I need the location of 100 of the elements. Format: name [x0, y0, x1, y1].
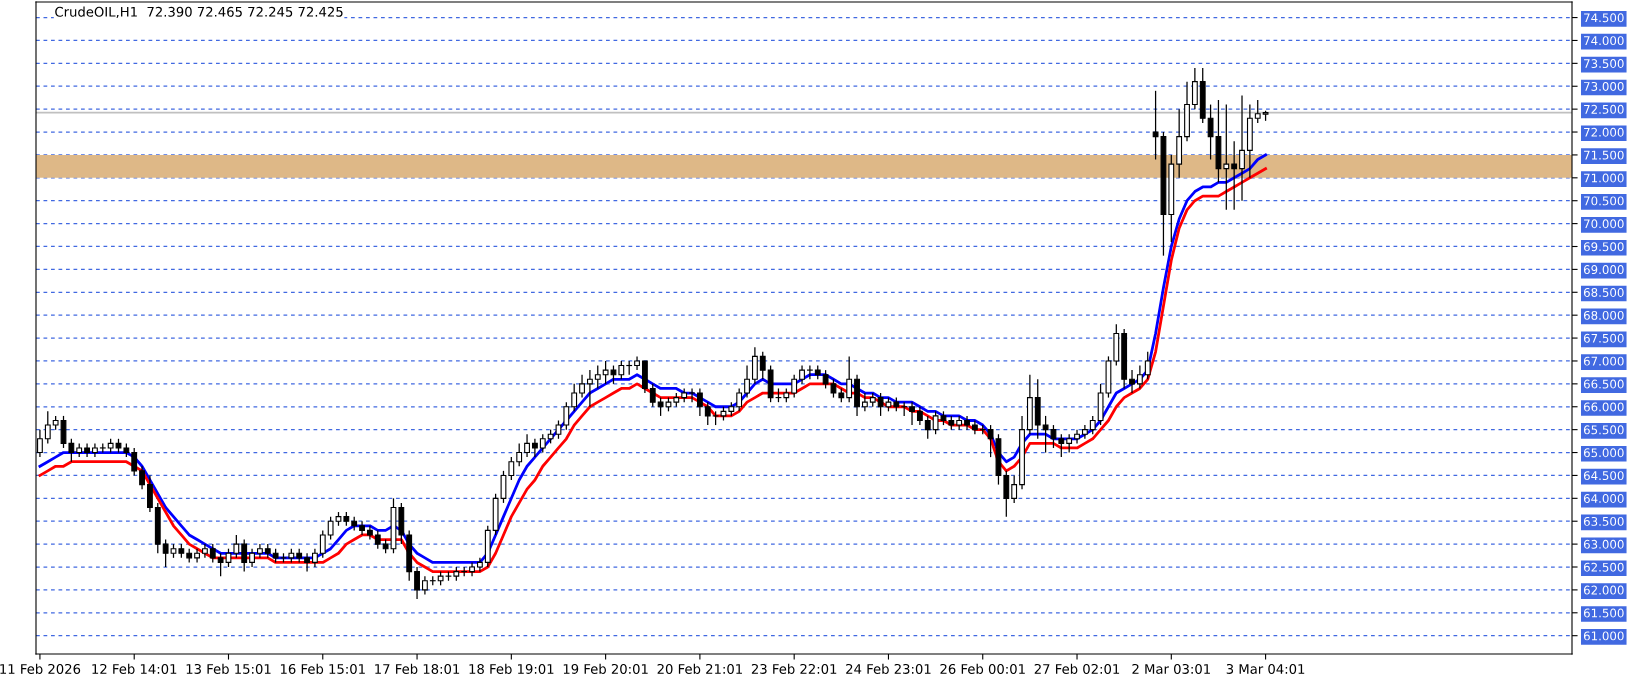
- y-tick-label: 73.500: [1584, 59, 1624, 69]
- candlestick: [799, 364, 805, 385]
- candlestick: [194, 548, 200, 564]
- x-tick-label: 24 Feb 23:01: [846, 663, 931, 674]
- y-tick-label: 65.500: [1583, 425, 1624, 435]
- candlestick: [312, 548, 318, 568]
- candlestick: [92, 442, 98, 458]
- x-tick-label: 23 Feb 22:01: [751, 663, 837, 674]
- candlestick: [594, 364, 601, 390]
- candlestick: [618, 360, 625, 380]
- x-tick-label: 20 Feb 21:01: [657, 663, 742, 674]
- candlestick: [649, 383, 656, 408]
- candlestick: [257, 543, 263, 559]
- y-tick-label: 71.500: [1584, 150, 1624, 160]
- candlestick: [476, 557, 483, 573]
- candlestick: [131, 447, 138, 477]
- candlestick: [689, 387, 695, 403]
- x-tick-label: 27 Feb 02:01: [1034, 663, 1120, 674]
- y-tick-label: 73.000: [1584, 81, 1624, 91]
- candlestick: [1081, 424, 1088, 440]
- candlestick: [1239, 94, 1245, 202]
- y-tick-label: 69.000: [1583, 265, 1624, 275]
- y-tick-label: 71.000: [1584, 173, 1624, 183]
- y-tick-label: 64.000: [1583, 494, 1624, 503]
- y-tick-label: 65.000: [1583, 448, 1624, 458]
- y-tick-label: 66.500: [1583, 379, 1624, 389]
- y-tick-label: 68.000: [1583, 310, 1624, 320]
- candlestick: [209, 543, 216, 564]
- y-tick-label: 61.000: [1583, 631, 1624, 641]
- candlestick: [508, 456, 515, 481]
- candlestick: [202, 543, 208, 559]
- candlestick: [861, 392, 868, 412]
- y-tick-label: 64.500: [1583, 471, 1624, 481]
- candlestick: [846, 355, 853, 403]
- x-tick-label: 16 Feb 15:01: [280, 663, 365, 674]
- y-tick-label: 70.500: [1584, 196, 1624, 206]
- x-tick-label: 2 Mar 03:01: [1132, 663, 1210, 674]
- candlestick: [1011, 474, 1018, 504]
- candlestick: [249, 548, 255, 568]
- y-tick-label: 70.000: [1584, 219, 1624, 229]
- y-tick-label: 63.500: [1583, 516, 1624, 526]
- candlestick: [791, 374, 798, 399]
- candlestick: [524, 433, 530, 458]
- candlestick: [1058, 433, 1065, 458]
- candlestick: [1191, 67, 1198, 110]
- x-tick-label: 18 Feb 19:01: [469, 663, 554, 674]
- candlestick: [469, 561, 475, 577]
- y-tick-label: 67.500: [1583, 333, 1624, 343]
- candlestick: [516, 442, 523, 467]
- y-tick-label: 62.500: [1583, 562, 1624, 572]
- y-tick-label: 66.000: [1583, 402, 1624, 412]
- candlestick: [304, 552, 310, 573]
- x-tick-label: 17 Feb 18:01: [375, 663, 460, 674]
- x-tick-label: 19 Feb 20:01: [563, 663, 648, 674]
- candlestick: [539, 433, 546, 454]
- candlestick: [359, 520, 365, 536]
- candlestick: [964, 415, 970, 431]
- y-tick-label: 61.500: [1583, 608, 1624, 618]
- candlestick: [1089, 415, 1096, 435]
- candlestick: [806, 364, 813, 380]
- candlestick: [744, 364, 750, 399]
- y-tick-label: 72.500: [1584, 104, 1624, 114]
- candlestick: [634, 355, 640, 371]
- candlestick: [1223, 103, 1230, 211]
- candlestick: [971, 419, 978, 435]
- candlestick: [1074, 429, 1080, 445]
- y-tick-label: 68.500: [1583, 288, 1624, 297]
- candlestick: [704, 401, 711, 426]
- y-tick-label: 74.000: [1584, 36, 1624, 46]
- candlestick: [147, 474, 153, 513]
- y-tick-label: 74.500: [1584, 13, 1624, 23]
- candlestick: [909, 401, 915, 426]
- candlestick: [367, 525, 373, 541]
- candlestick: [759, 351, 766, 380]
- candlestick: [751, 346, 758, 385]
- y-tick-label: 63.000: [1583, 539, 1624, 549]
- candlestick: [421, 575, 428, 596]
- candlestick: [414, 566, 420, 600]
- candlestick: [44, 410, 51, 445]
- candlestick: [736, 387, 743, 412]
- candlestick: [319, 529, 326, 559]
- candlestick: [531, 438, 538, 458]
- y-tick-label: 67.000: [1583, 356, 1624, 366]
- y-tick-label: 69.500: [1583, 242, 1624, 252]
- x-tick-label: 13 Feb 15:01: [186, 663, 271, 674]
- candlestick: [84, 442, 90, 458]
- candlestick: [696, 387, 703, 417]
- candlestick: [571, 383, 578, 412]
- candlestick: [1066, 433, 1073, 454]
- candlestick: [233, 534, 240, 559]
- candlestick: [241, 538, 248, 573]
- x-tick-label: 26 Feb 00:01: [940, 663, 1025, 674]
- x-tick-label: 11 Feb 2026: [0, 663, 81, 674]
- y-tick-label: 72.000: [1584, 127, 1624, 137]
- x-tick-label: 12 Feb 14:01: [92, 663, 177, 674]
- chart-title: CrudeOIL,H1 72.390 72.465 72.245 72.425: [55, 6, 343, 19]
- y-tick-label: 62.000: [1583, 585, 1624, 595]
- candlestick: [579, 374, 585, 399]
- candlestick: [1144, 351, 1151, 380]
- candlestick: [139, 465, 145, 490]
